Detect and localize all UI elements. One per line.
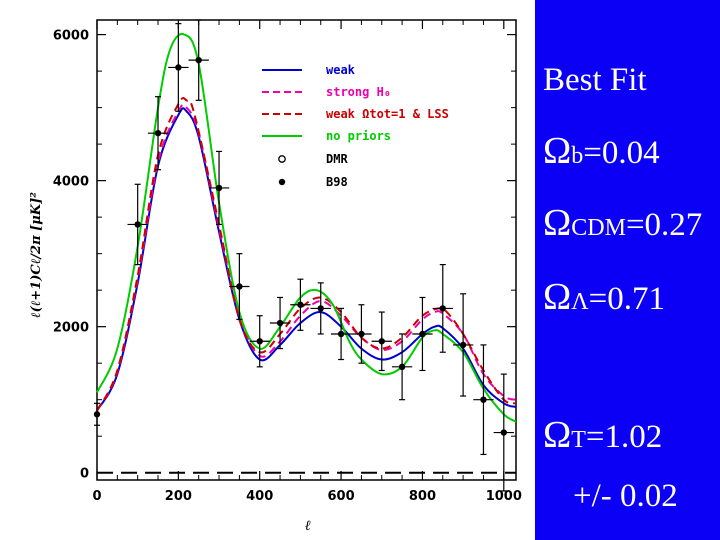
legend-item: weak Ωtot=1 & LSS — [262, 107, 449, 121]
point-marker — [276, 319, 284, 327]
legend-label: weak — [326, 63, 356, 77]
legend-item: DMR — [278, 152, 348, 166]
omega-lambda-sub: Λ — [571, 289, 589, 315]
y-tick-label: 6000 — [53, 29, 89, 44]
point-marker — [297, 301, 304, 308]
omega-t-number: =1.02 — [585, 419, 663, 455]
y-axis-label: ℓ(ℓ+1)Cℓ/2π [μK]² — [29, 192, 44, 318]
omega-b-value: Ωb=0.04 — [543, 132, 660, 170]
point-marker — [195, 56, 202, 64]
data-point — [249, 315, 270, 368]
data-point — [147, 96, 169, 171]
omega-b-number: =0.04 — [583, 135, 660, 171]
data-point — [412, 296, 433, 372]
data-point — [452, 293, 474, 397]
x-tick-label: 0 — [92, 489, 101, 504]
data-point — [493, 373, 514, 492]
point-marker — [256, 338, 263, 345]
series-line-2 — [96, 97, 517, 412]
x-tick-label: 600 — [328, 489, 355, 504]
omega-cdm-value: ΩCDM=0.27 — [543, 204, 702, 242]
data-point — [351, 304, 372, 364]
point-marker — [337, 330, 345, 338]
point-marker — [459, 341, 467, 349]
data-point — [269, 296, 291, 350]
data-point — [432, 264, 453, 353]
series-lines — [96, 33, 517, 423]
point-marker — [317, 305, 324, 312]
omega-t-uncertainty: +/- 0.02 — [573, 478, 678, 514]
legend-label: DMR — [326, 152, 348, 166]
data-point — [127, 183, 148, 266]
data-points — [93, 19, 514, 492]
point-marker — [378, 338, 385, 345]
legend-marker — [278, 155, 286, 163]
omega-lambda-value: ΩΛ=0.71 — [543, 278, 665, 316]
omega-lambda-number: =0.71 — [588, 281, 666, 317]
legend: weak strong H₀ weak Ωtot=1 & LSS no priors D… — [262, 63, 449, 189]
best-fit-label: Best Fit — [543, 62, 647, 98]
omega-cdm-symbol: Ω — [543, 202, 572, 244]
chart-area: 0 200 400 600 800 1000 0 2000 4000 6000 weak stron… — [29, 19, 522, 534]
omega-t-sub: T — [571, 427, 586, 453]
point-marker — [358, 330, 365, 338]
legend-item: no priors — [262, 129, 391, 143]
point-marker — [419, 330, 426, 338]
legend-item: B98 — [278, 175, 348, 189]
data-point — [208, 150, 230, 226]
x-tick-label: 1000 — [486, 489, 522, 504]
x-tick-label: 200 — [165, 489, 192, 504]
data-point — [168, 23, 189, 112]
omega-t-symbol: Ω — [543, 414, 572, 456]
parameter-panel: Best Fit Ωb=0.04 ΩCDM=0.27 ΩΛ=0.71 ΩT=1.… — [535, 0, 720, 540]
omega-b-sub: b — [571, 143, 584, 169]
omega-t-value: ΩT=1.02 — [543, 416, 662, 454]
legend-label: weak Ωtot=1 & LSS — [326, 107, 449, 121]
plot-frame — [96, 19, 517, 481]
data-point — [473, 344, 494, 456]
legend-label: strong H₀ — [326, 85, 391, 99]
data-point — [330, 307, 352, 361]
point-marker — [154, 129, 162, 137]
x-tick-label: 800 — [409, 489, 436, 504]
data-point — [391, 333, 413, 401]
data-point — [371, 311, 392, 372]
legend-item: strong H₀ — [262, 85, 391, 99]
legend-marker — [278, 178, 286, 186]
point-marker — [134, 221, 141, 228]
point-marker — [236, 283, 243, 290]
data-point — [188, 19, 209, 101]
legend-label: no priors — [326, 129, 391, 143]
omega-lambda-symbol: Ω — [543, 276, 572, 318]
point-marker — [93, 411, 101, 418]
point-marker — [215, 184, 223, 192]
point-marker — [439, 305, 446, 312]
power-spectrum-chart: 0 200 400 600 800 1000 0 2000 4000 6000 weak stron… — [29, 19, 522, 534]
y-tick-label: 0 — [80, 467, 89, 482]
omega-cdm-sub: CDM — [571, 215, 626, 241]
point-marker — [500, 429, 507, 436]
data-point — [310, 282, 331, 335]
data-point — [229, 253, 250, 320]
y-tick-label: 2000 — [53, 321, 89, 336]
series-line-1 — [96, 103, 517, 412]
legend-label: B98 — [326, 175, 348, 189]
point-marker — [398, 363, 406, 371]
data-point — [290, 278, 311, 331]
axes: 0 200 400 600 800 1000 0 2000 4000 6000 — [53, 19, 522, 504]
series-line-3 — [96, 33, 517, 423]
x-axis-label: ℓ — [305, 518, 311, 534]
legend-item: weak — [262, 63, 356, 77]
axis-labels: ℓ ℓ(ℓ+1)Cℓ/2π [μK]² — [29, 192, 311, 534]
point-marker — [175, 64, 182, 71]
point-marker — [480, 396, 487, 403]
omega-cdm-number: =0.27 — [625, 207, 703, 243]
data-point — [93, 402, 101, 426]
omega-b-symbol: Ω — [543, 130, 572, 172]
x-tick-label: 400 — [246, 489, 273, 504]
y-tick-label: 4000 — [53, 175, 89, 190]
